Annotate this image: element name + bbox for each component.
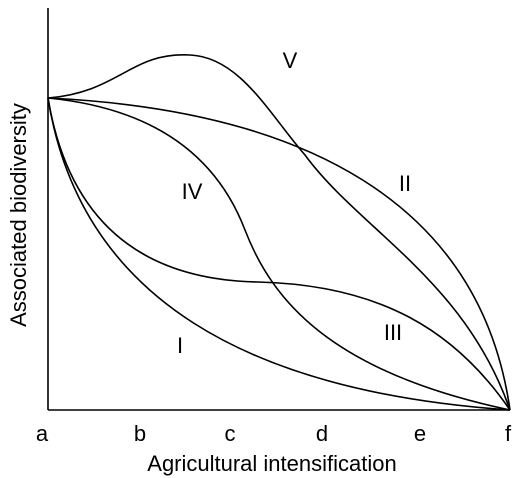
curve-label: V xyxy=(283,48,298,73)
x-axis-label: Agricultural intensification xyxy=(147,451,396,476)
curve-i xyxy=(47,97,511,411)
curve-label: I xyxy=(177,333,183,358)
x-point-label: d xyxy=(316,421,328,446)
x-point-label: e xyxy=(414,421,426,446)
curve-ii xyxy=(47,97,511,411)
y-axis-label: Associated biodiversity xyxy=(6,103,31,327)
curve-v xyxy=(47,54,511,411)
curve-label: II xyxy=(399,171,411,196)
curve-label: IV xyxy=(182,179,203,204)
x-point-label: a xyxy=(36,421,49,446)
curve-label: III xyxy=(384,320,402,345)
x-point-label: c xyxy=(225,421,236,446)
curve-iii xyxy=(47,97,511,411)
x-point-label: b xyxy=(134,421,146,446)
x-point-label: f xyxy=(505,421,512,446)
curve-iv xyxy=(47,97,511,411)
